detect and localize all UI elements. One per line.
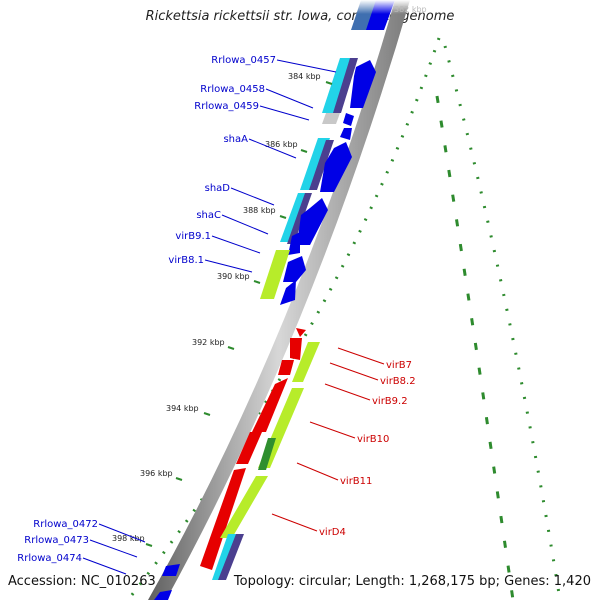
tick-label: 388 kbp	[243, 206, 276, 215]
blue-gene-2	[343, 113, 354, 126]
gene-label-left: Rrlowa_0459	[194, 101, 259, 112]
backbone-band	[148, 0, 410, 600]
leader-line	[265, 88, 314, 109]
accession-label: Accession: NC_010263	[8, 574, 156, 589]
tick-label: 392 kbp	[192, 338, 225, 347]
lime-feature-1	[260, 250, 290, 299]
grey-feature-1	[322, 113, 340, 124]
leader-line	[296, 462, 339, 481]
tick-mark	[145, 543, 153, 547]
leader-line	[329, 362, 379, 381]
gene-label-right: virB10	[357, 434, 389, 445]
leader-line	[271, 513, 318, 532]
gene-label-left: virB9.1	[175, 231, 211, 242]
dashed-ring-right-outer	[435, 95, 515, 600]
tick-label: 396 kbp	[140, 469, 173, 478]
blue-gene-bottom-1	[162, 564, 180, 576]
tick-label: 390 kbp	[217, 272, 250, 281]
left-gene-labels: Rrlowa_0457 Rrlowa_0458 Rrlowa_0459 shaA…	[17, 55, 276, 564]
blue-gene-5	[297, 198, 328, 245]
leader-line	[276, 59, 337, 73]
blue-gene-1	[350, 60, 376, 108]
gene-label-left: Rrlowa_0457	[211, 55, 276, 66]
tick-labels: 382 kbp 384 kbp 386 kbp 388 kbp 390 kbp …	[112, 5, 427, 543]
gene-label-left: Rrlowa_0474	[17, 553, 82, 564]
tick-mark	[325, 81, 333, 85]
blue-gene-3	[340, 128, 352, 140]
blue-gene-8	[280, 280, 296, 305]
tick-mark	[279, 215, 287, 219]
leader-line	[230, 187, 275, 206]
tick-mark	[227, 346, 235, 350]
gene-label-right: virB8.2	[380, 376, 416, 387]
gene-label-left: shaA	[223, 134, 248, 145]
upper-features	[260, 0, 395, 305]
tick-mark	[203, 412, 211, 416]
right-leader-lines	[271, 347, 385, 532]
gene-label-left: shaC	[196, 210, 221, 221]
tick-label: 382 kbp	[394, 5, 427, 14]
leader-line	[211, 235, 261, 254]
blue-gene-7	[283, 256, 306, 282]
gene-label-left: Rrlowa_0472	[33, 519, 98, 530]
red-gene-3	[252, 378, 288, 432]
tick-label: 384 kbp	[288, 72, 321, 81]
purple-feature-4	[218, 534, 244, 580]
leader-line	[248, 138, 297, 159]
dotted-ring-left	[126, 37, 441, 600]
blue-gene-bottom-2	[154, 590, 172, 600]
gene-label-right: virB7	[386, 360, 412, 371]
tick-label: 398 kbp	[112, 534, 145, 543]
red-gene-5	[200, 468, 246, 570]
lime-feature-4	[220, 476, 268, 538]
leader-line	[82, 557, 127, 575]
tick-label: 386 kbp	[265, 140, 298, 149]
red-arrow-tip	[296, 328, 306, 337]
gene-label-right: virB9.2	[372, 396, 408, 407]
red-gene-2	[278, 360, 294, 375]
blue-gene-6	[288, 232, 300, 255]
leader-line	[221, 214, 269, 235]
leader-line	[337, 347, 385, 365]
leader-line	[89, 539, 138, 558]
purple-feature-3	[287, 193, 312, 244]
gene-label-left: Rrlowa_0458	[200, 84, 265, 95]
tick-mark	[253, 280, 261, 284]
topology-label: Topology: circular; Length: 1,268,175 bp…	[233, 574, 591, 589]
gene-label-left: Rrlowa_0473	[24, 535, 89, 546]
lower-features	[154, 328, 320, 600]
red-gene-4	[236, 432, 262, 464]
leader-line	[98, 523, 146, 543]
gene-label-left: shaD	[205, 183, 231, 194]
blue-gene-4	[320, 142, 352, 192]
tick-label: 394 kbp	[166, 404, 199, 413]
tick-mark	[300, 149, 308, 153]
purple-feature-2	[309, 140, 334, 190]
gene-label-right: virD4	[319, 527, 346, 538]
right-gene-labels: virB7 virB8.2 virB9.2 virB10 virB11 virD…	[319, 360, 416, 538]
lime-feature-2	[292, 342, 320, 382]
gene-label-right: virB11	[340, 476, 372, 487]
red-gene-1	[290, 338, 302, 360]
dark-green-feature	[258, 438, 276, 470]
top-fade	[330, 0, 440, 14]
leader-line	[324, 383, 371, 401]
leader-line	[204, 259, 253, 273]
left-leader-lines	[82, 59, 337, 575]
tick-mark	[175, 477, 183, 481]
tick-marks	[145, 81, 333, 547]
leader-line	[259, 105, 310, 121]
purple-feature-1	[333, 58, 358, 113]
gene-label-left: virB8.1	[168, 255, 204, 266]
leader-line	[309, 421, 356, 439]
